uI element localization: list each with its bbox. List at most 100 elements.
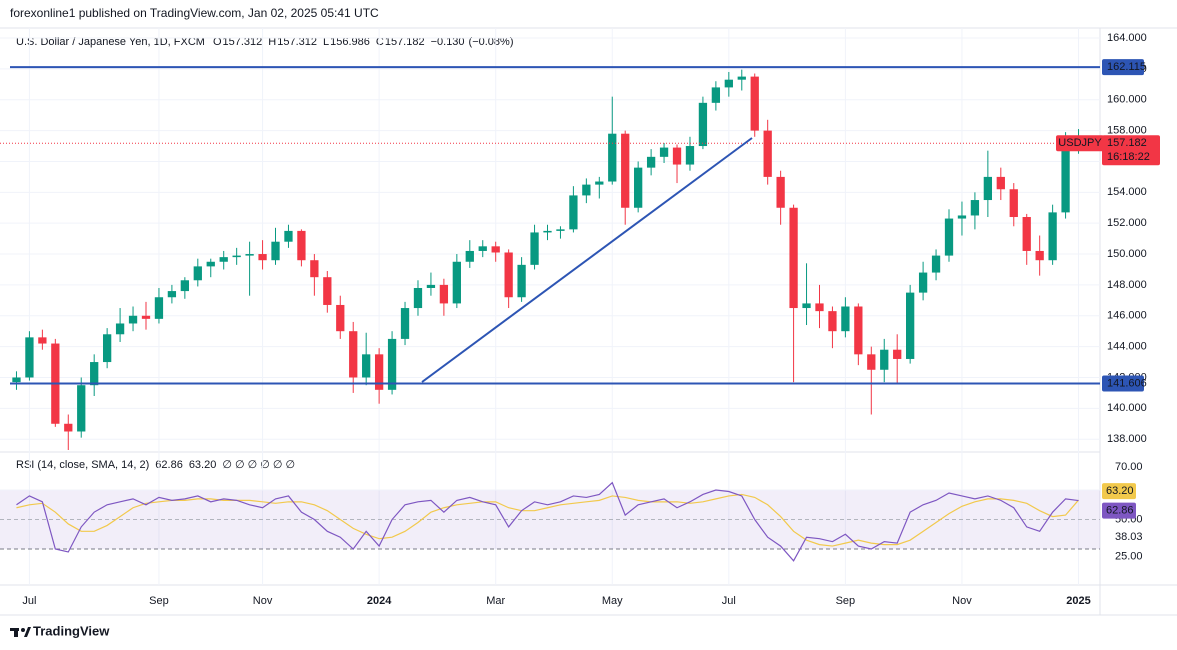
trend-line [421,137,753,383]
candle-body [1022,217,1031,251]
y-tick-label: 158.000 [1107,125,1147,137]
candle-body [893,349,902,359]
candle-body [776,176,785,208]
candle-body [245,254,254,256]
plot [0,66,1100,562]
y-tick-label: 38.03 [1115,531,1143,543]
candle-body [400,308,410,339]
sma-badge: 63.20 [1106,485,1134,497]
x-tick-label: Jul [722,595,736,607]
candle-body [828,311,837,332]
candle-body [854,306,863,355]
logo-mark [24,627,31,637]
candle-body [336,304,345,332]
price-label-bg [1102,375,1144,392]
y-tick-label: 150.000 [1107,248,1147,260]
candle-body [1061,149,1070,213]
candle-body [634,167,643,208]
candle-body [750,76,759,131]
sma-badge-bg [1102,483,1136,500]
brand: TradingView [33,623,110,638]
candle-body [841,306,850,332]
y-tick-label: 148.000 [1107,279,1147,291]
candle-body [323,277,332,305]
candle-body [543,230,552,233]
legend-value: −0.130 [431,36,465,48]
y-tick-label: 164.000 [1107,32,1147,44]
candle-body [737,76,746,80]
logo: TradingView [10,623,110,638]
y-tick-label: 152.000 [1107,217,1147,229]
candle-body [90,362,99,386]
candle-body [595,181,604,185]
y-tick-label: 144.000 [1107,341,1147,353]
countdown: 16:18:22 [1107,151,1150,163]
candle-body [763,130,772,177]
x-tick-label: Jul [22,595,36,607]
current-price: 157.182 [1107,137,1147,149]
y-tick-label: 160.000 [1107,94,1147,106]
x-tick-label: Nov [952,595,972,607]
candle-body [711,87,721,103]
candle-body [452,261,461,304]
candle-body [362,354,371,378]
candle-body [77,385,86,432]
candle-body [983,176,993,201]
candle-body [569,195,578,230]
rsi-line [16,493,1079,547]
x-tick-label: Mar [486,595,505,607]
candle-body [167,291,177,298]
price-label: 141.606 [1107,377,1147,389]
candle-body [944,218,954,256]
candle-body [465,250,474,262]
candle-body [349,331,358,378]
candle-body [698,102,708,147]
candle-body [154,297,164,319]
candle-body [491,246,500,253]
rsi-legend: 63.20 [189,459,217,471]
candle-body [141,315,151,319]
x-tick-label: Sep [149,595,169,607]
candle-body [478,246,487,251]
candle-body [918,272,928,293]
candle-body [232,255,241,258]
candle-body [672,147,682,165]
legend-value: 157.182 [385,36,425,48]
y-tick-label: 154.000 [1107,186,1147,198]
y-tick-label: 140.000 [1107,402,1147,414]
candle-body [646,156,656,168]
candle-body [815,303,824,312]
legend-row: U.S. Dollar / Japanese Yen, 1D, FXCM O 15… [16,36,514,471]
candle-body [1048,212,1057,261]
candle-body [426,284,436,288]
price-label-bg [1102,59,1144,76]
legend-value: (−0.08%) [469,36,514,48]
y-tick-label: 70.00 [1115,461,1143,473]
candle-body [970,200,980,216]
rsi-badge: 62.86 [1106,504,1134,516]
candle-body [25,337,34,378]
ticker-badge-bg [1056,135,1104,152]
candle-body [297,230,306,261]
candle-body [219,257,228,262]
candle-body [996,176,1005,190]
legend-value: 157.312 [277,36,317,48]
candle-body [271,241,280,261]
candle-body [724,79,733,88]
candle-body [789,207,798,309]
candle-body [582,184,591,196]
legend-value: 157.312 [223,36,263,48]
candle-body [102,334,112,363]
x-tick-label: May [602,595,623,607]
candle-body [64,423,73,432]
rsi-legend: RSI (14, close, SMA, 14, 2) [16,459,149,471]
x-tick-label: 2024 [367,595,392,607]
candle-body [556,229,565,231]
candle-body [802,303,811,309]
candle-body [12,377,21,383]
y-tick-label: 138.000 [1107,433,1147,445]
rsi-legend: ∅ ∅ ∅ ∅ ∅ ∅ [222,459,295,471]
candle-body [685,146,695,165]
